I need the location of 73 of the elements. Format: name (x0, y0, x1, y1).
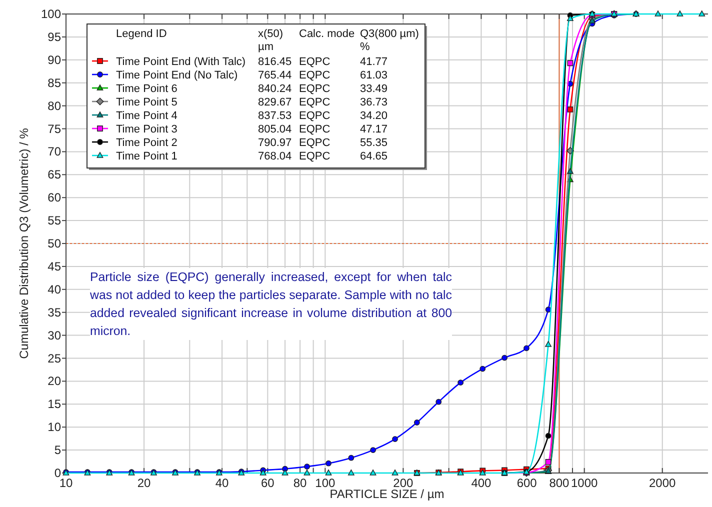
annotation: 790.97 (258, 137, 292, 149)
annotation: 34.20 (360, 110, 388, 122)
annotation: EQPC (299, 96, 330, 108)
annotation: Calc. mode (299, 28, 355, 40)
annotation: EQPC (299, 150, 330, 162)
y-tick-label: 10 (48, 420, 62, 434)
y-tick-label: 85 (48, 76, 62, 90)
y-tick-label: 25 (48, 351, 62, 366)
annotation: EQPC (299, 56, 330, 68)
annotation: 768.04 (258, 150, 292, 162)
y-tick-label: 0 (54, 466, 62, 480)
x-tick-label: 60 (260, 476, 275, 490)
legend-label: Time Point 3 (116, 124, 178, 136)
annotation: 55.35 (360, 137, 388, 149)
legend-title: Legend ID (116, 28, 167, 40)
x-axis-title: PARTICLE SIZE / µm (330, 487, 444, 501)
y-tick-label: 35 (48, 305, 62, 320)
x-tick-label: 40 (215, 476, 230, 490)
legend-label: Time Point 6 (116, 83, 178, 95)
legend-label: Time Point 5 (116, 96, 178, 108)
annotation: EQPC (299, 137, 330, 149)
x-tick-label: 80 (293, 476, 308, 490)
y-tick-label: 5 (54, 443, 62, 458)
annotation: EQPC (299, 124, 330, 136)
annotation: 829.67 (258, 96, 292, 108)
y-tick-label: 50 (48, 236, 62, 250)
y-tick-label: 80 (48, 98, 62, 113)
annotation: 33.49 (360, 83, 388, 95)
annotation: 837.53 (258, 110, 292, 122)
legend-label: Time Point End (No Talc) (116, 70, 238, 82)
y-tick-label: 15 (48, 397, 62, 412)
y-tick-label: 100 (40, 7, 62, 21)
annotation: 61.03 (360, 70, 388, 82)
y-tick-label: 30 (48, 328, 62, 342)
y-tick-label: 60 (48, 190, 62, 205)
x-tick-label: 400 (471, 476, 492, 490)
annotation: Particle size (EQPC) generally increased, except for when talc was not added to keep the particles separate. Sample with no talc added revealed significant increase in volume distribution at 800 micron. (90, 268, 452, 340)
annotation: % (360, 41, 370, 53)
y-axis-title: Cumulative Distribution Q3 (Volumetric) / % (17, 128, 31, 359)
annotation: µm (258, 41, 274, 53)
annotation: 840.24 (258, 83, 292, 95)
legend-label: Time Point 2 (116, 137, 178, 149)
y-tick-label: 65 (48, 168, 62, 182)
legend-label: Time Point End (With Talc) (116, 56, 246, 68)
x-tick-label: 2000 (649, 476, 676, 490)
y-tick-label: 75 (48, 122, 62, 136)
annotation: x(50) (258, 28, 284, 40)
y-tick-label: 40 (48, 282, 62, 296)
y-tick-label: 70 (48, 144, 62, 159)
annotation: 765.44 (258, 70, 292, 82)
legend-label: Time Point 1 (116, 150, 178, 162)
y-tick-label: 90 (48, 52, 62, 67)
annotation: 816.45 (258, 56, 292, 68)
x-tick-label: 100 (315, 476, 336, 490)
y-tick-label: 55 (48, 214, 62, 228)
x-tick-label: 600 (516, 476, 538, 490)
annotation: 41.77 (360, 56, 388, 68)
x-tick-label: 200 (393, 476, 414, 490)
annotation: 805.04 (258, 124, 292, 136)
legend-label: Time Point 4 (116, 110, 178, 122)
annotation: 47.17 (360, 124, 388, 136)
y-tick-label: 45 (48, 259, 62, 274)
annotation: EQPC (299, 83, 330, 95)
annotation: Q3(800 µm) (360, 28, 419, 40)
y-tick-label: 20 (48, 374, 62, 388)
annotation: 36.73 (360, 96, 388, 108)
x-tick-label: 1000 (570, 476, 598, 490)
x-tick-label: 800 (549, 476, 570, 490)
x-tick-label: 20 (137, 476, 152, 490)
y-tick-label: 95 (48, 30, 62, 44)
annotation: EQPC (299, 110, 330, 122)
annotation: EQPC (299, 70, 330, 82)
annotation: 64.65 (360, 150, 388, 162)
